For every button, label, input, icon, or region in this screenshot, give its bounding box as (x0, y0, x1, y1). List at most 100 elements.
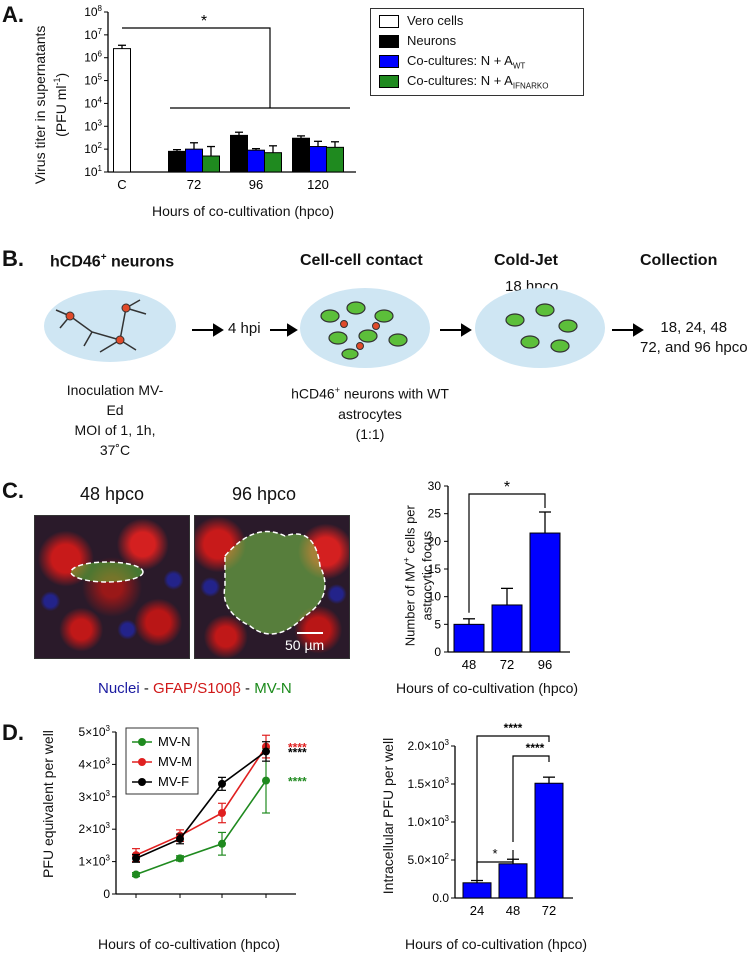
neuron-soma (65, 311, 75, 321)
significance-marker: **** (288, 745, 307, 759)
neuron-soma (115, 335, 125, 345)
significance-bracket (122, 27, 350, 109)
hpi-label: 4 hpi (228, 320, 261, 337)
bar (491, 604, 523, 653)
data-point (218, 839, 226, 848)
y-tick-label: 5 (434, 617, 441, 631)
coldjet-dish (475, 288, 605, 368)
panel-d-right-ylabel: Intracellular PFU per well (380, 737, 396, 895)
stain-legend: Nuclei - GFAP/S100β - MV-N (98, 680, 292, 697)
legend-swatch (379, 15, 399, 28)
data-point (132, 854, 140, 863)
bar (185, 148, 203, 173)
y-tick-label: 1×103 (79, 854, 111, 869)
bar (292, 137, 310, 173)
y-tick-label: 106 (84, 50, 102, 65)
panel-b-header-collection: Collection (640, 252, 718, 269)
infected-focus-outline (70, 561, 144, 583)
bar (462, 882, 492, 899)
coculture-neurons (340, 320, 380, 350)
panel-c-chart: 0 5 10 15 20 25 30 48 72 96 * (428, 479, 570, 672)
x-tick-label: 48 (462, 657, 476, 672)
y-tick-label: 2×103 (79, 821, 111, 836)
data-point (218, 779, 226, 788)
data-point (132, 870, 140, 879)
panel-a-chart: 101 102 103 104 105 106 107 108 C 72 96 120 * (84, 4, 356, 192)
y-tick-label: 20 (428, 534, 442, 548)
panel-a-legend: Vero cells Neurons Co-cultures: N + AWT … (370, 8, 584, 96)
flow-arrows (192, 323, 644, 337)
y-tick-label: 102 (84, 141, 102, 156)
y-tick-label: 0 (434, 645, 441, 659)
y-tick-label: 2.0×103 (408, 738, 450, 753)
data-point (176, 834, 184, 843)
significance-marker: * (492, 846, 497, 861)
stain-mvn: MV-N (254, 680, 292, 697)
panel-d-letter: D. (2, 720, 24, 745)
legend-label: Vero cells (407, 13, 464, 28)
coculture-dish (300, 288, 430, 368)
y-tick-label: 25 (428, 507, 442, 521)
coculture-caption: hCD46+ neurons with WT astrocytes (1:1) (291, 385, 449, 442)
legend-label: MV-N (158, 734, 191, 749)
y-tick-label: 5×103 (79, 724, 111, 739)
legend-label: MV-F (158, 774, 189, 789)
x-tick-label: 96 (249, 177, 263, 192)
bar (529, 532, 561, 653)
y-tick-label: 103 (84, 118, 102, 133)
bar (168, 150, 186, 173)
collection-times: 18, 24, 48 72, and 96 hpco (640, 319, 748, 356)
data-point (218, 809, 226, 817)
y-tick-label: 10 (428, 590, 442, 604)
y-tick-label: 1.0×103 (408, 814, 450, 829)
bar (309, 146, 327, 173)
y-tick-label: 15 (428, 562, 442, 576)
astrocyte-cells (320, 301, 408, 360)
panel-b-header-neurons: hCD46+ neurons (50, 252, 175, 271)
neurons-dish (44, 290, 176, 362)
significance-bracket (468, 493, 546, 613)
panel-c-xlabel: Hours of co-cultivation (hpco) (396, 680, 579, 696)
series-line (135, 746, 267, 856)
bar (202, 155, 220, 173)
legend-swatch (379, 55, 399, 68)
bar (247, 149, 265, 173)
x-tick-label: 120 (307, 177, 329, 192)
y-tick-label: 1.5×103 (408, 776, 450, 791)
series-line (135, 780, 267, 876)
neuron-soma (121, 303, 131, 313)
x-tick-label: 72 (500, 657, 514, 672)
panel-d-left-xlabel: Hours of co-cultivation (hpco) (98, 936, 281, 952)
y-tick-label: 4×103 (79, 756, 111, 771)
x-tick-label: 96 (538, 657, 552, 672)
significance-bracket (512, 755, 550, 842)
significance-marker: * (201, 13, 207, 30)
panel-b-header-contact: Cell-cell contact (300, 252, 423, 269)
y-tick-label: 107 (84, 27, 102, 42)
stain-nuclei: Nuclei (98, 680, 140, 697)
bar (326, 146, 344, 173)
panel-d-left-chart: 01×1032×1033×1034×1035×10318244872******… (79, 724, 307, 900)
image-title-96: 96 hpco (232, 484, 297, 504)
significance-marker: **** (288, 741, 307, 755)
panel-b-diagram (44, 288, 644, 368)
data-point (176, 854, 184, 863)
series-line (135, 750, 267, 860)
data-point (262, 747, 270, 756)
y-tick-label: 108 (84, 4, 102, 19)
x-tick-label: 24 (470, 903, 484, 918)
bar (534, 782, 564, 899)
neuron-cells (55, 299, 147, 353)
scale-bar-label: 50 µm (285, 637, 325, 653)
x-tick-label: 48 (506, 903, 520, 918)
y-tick-label: 0.0 (432, 891, 449, 905)
legend-label: Co-cultures: N + AWT (407, 53, 526, 71)
significance-marker: **** (526, 741, 545, 755)
legend-swatch (379, 35, 399, 48)
x-tick-label: 72 (542, 903, 556, 918)
panel-b-header-coldjet: Cold-Jet (494, 252, 558, 269)
legend-swatch (379, 75, 399, 88)
panel-a-letter: A. (2, 2, 24, 27)
coldjet-astrocytes (505, 303, 578, 353)
